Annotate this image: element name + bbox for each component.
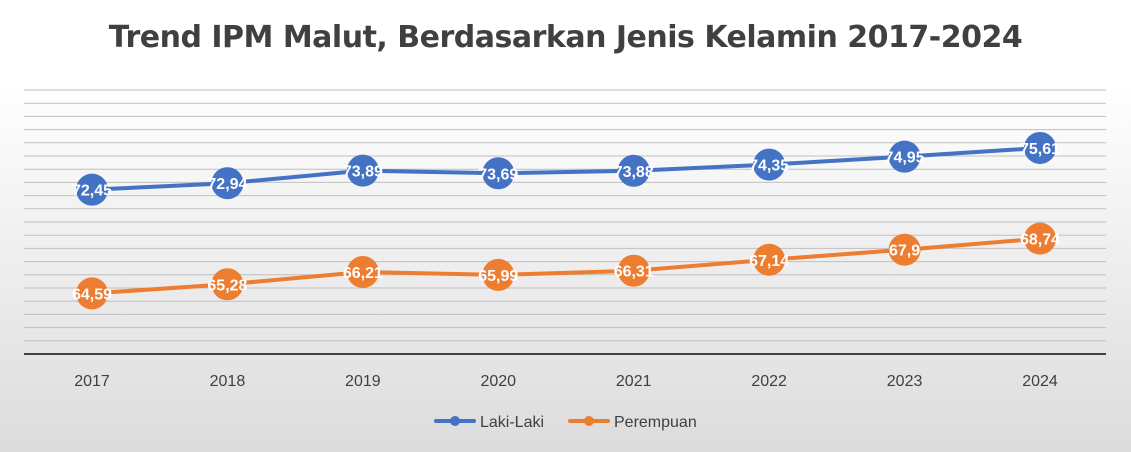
- legend-marker: [584, 416, 594, 426]
- data-point: [482, 258, 515, 291]
- data-label: 65,28: [207, 277, 247, 294]
- x-tick-label: 2020: [480, 373, 516, 390]
- legend-item: Laki-Laki: [434, 414, 544, 431]
- data-point: [211, 167, 244, 200]
- data-label: 65,99: [478, 268, 518, 285]
- data-label: 67,14: [749, 253, 789, 270]
- x-tick-label: 2024: [1022, 373, 1058, 390]
- x-tick-label: 2022: [751, 373, 787, 390]
- data-label: 74,35: [749, 158, 789, 175]
- data-point: [211, 268, 244, 301]
- data-point: [753, 148, 786, 181]
- data-label: 72,45: [72, 183, 112, 200]
- data-point: [76, 277, 108, 310]
- series-line: [90, 145, 1042, 192]
- chart-title: Trend IPM Malut, Berdasarkan Jenis Kelam…: [108, 20, 1023, 55]
- x-tick-label: 2019: [345, 373, 381, 390]
- legend-label: Laki-Laki: [480, 414, 544, 431]
- data-label: 73,88: [614, 164, 654, 181]
- data-label: 72,94: [207, 176, 247, 193]
- data-point: [346, 154, 379, 187]
- legend: Laki-Laki Perempuan: [434, 414, 697, 431]
- data-point: [888, 140, 921, 173]
- x-tick-label: 2023: [887, 373, 923, 390]
- data-label: 68,74: [1020, 232, 1060, 249]
- legend-item: Perempuan: [568, 414, 697, 431]
- data-label: 73,89: [343, 164, 383, 181]
- x-tick-label: 2021: [616, 373, 652, 390]
- data-point: [617, 254, 650, 287]
- data-label: 74,95: [885, 150, 925, 167]
- data-point: [346, 256, 379, 289]
- x-tick-label: 2017: [74, 373, 110, 390]
- data-label: 66,31: [614, 264, 654, 281]
- data-label: 64,59: [72, 286, 112, 303]
- series-laki-laki: 72,45 72,94 73,89 73,69 73,88 74,35 74,95 75,61: [72, 131, 1060, 206]
- data-label: 67,9: [889, 243, 920, 260]
- x-tick-label: 2018: [210, 373, 246, 390]
- data-point: [753, 243, 786, 276]
- data-label: 75,61: [1020, 141, 1060, 158]
- legend-label: Perempuan: [614, 414, 697, 431]
- data-point: [1024, 131, 1056, 164]
- data-point: [888, 233, 921, 266]
- data-point: [482, 157, 515, 190]
- legend-marker: [450, 416, 460, 426]
- data-point: [617, 154, 650, 187]
- series-perempuan: 64,59 65,28 66,21 65,99 66,31 67,14 67,9 68,74: [72, 222, 1060, 310]
- data-point: [76, 173, 108, 206]
- series-line: [90, 236, 1042, 296]
- data-label: 73,69: [478, 166, 518, 183]
- gridlines: [24, 89, 1106, 342]
- data-label: 66,21: [343, 265, 383, 282]
- data-point: [1024, 222, 1056, 255]
